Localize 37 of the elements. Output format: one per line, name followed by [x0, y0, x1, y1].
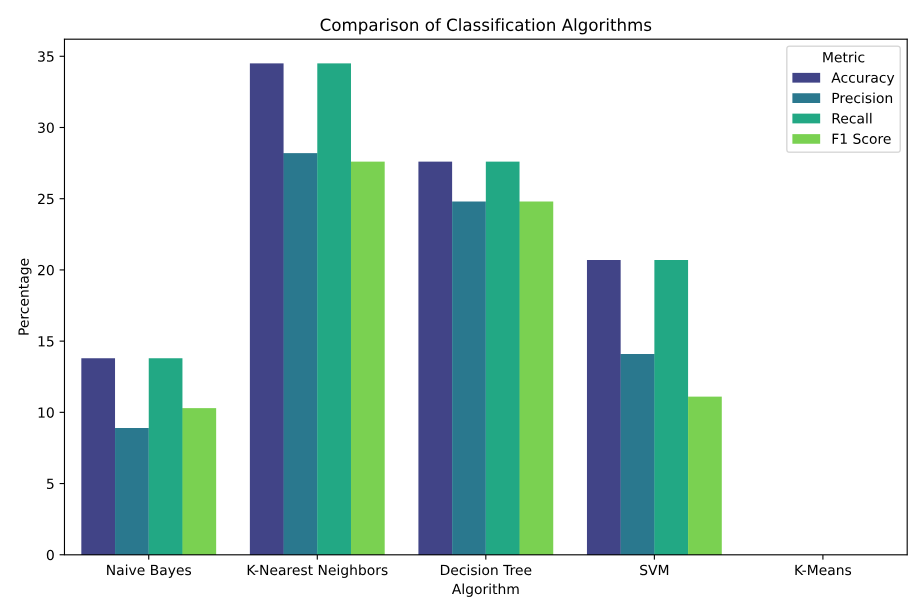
y-tick-label: 35 — [38, 51, 54, 62]
y-tick-label: 20 — [38, 264, 54, 276]
bar — [148, 358, 182, 555]
x-tick-label: Decision Tree — [440, 564, 532, 576]
bar — [284, 153, 318, 555]
bar — [486, 162, 520, 555]
x-tick-label: K-Means — [795, 564, 852, 576]
y-tick-label: 15 — [38, 336, 54, 347]
bar — [81, 358, 116, 555]
y-tick-label: 0 — [46, 550, 54, 560]
bar — [520, 202, 554, 555]
legend-label: F1 Score — [832, 133, 891, 144]
x-axis-title: Algorithm — [452, 583, 519, 597]
bar — [418, 162, 452, 555]
bar — [654, 260, 688, 555]
bar — [452, 202, 486, 555]
bar — [688, 396, 722, 555]
bar — [620, 354, 654, 555]
y-axis-title: Percentage — [18, 258, 32, 335]
y-tick-label: 25 — [38, 194, 54, 204]
y-tick-label: 30 — [38, 122, 54, 133]
bar — [115, 428, 149, 555]
y-tick-label: 10 — [38, 407, 54, 418]
bar — [182, 408, 216, 555]
bar — [350, 162, 385, 555]
y-tick-label: 5 — [46, 478, 54, 490]
x-tick-label: K-Nearest Neighbors — [248, 564, 388, 578]
legend-title: Metric — [823, 52, 864, 62]
legend-label: Recall — [832, 112, 872, 124]
bar — [586, 260, 621, 555]
chart-title: Comparison of Classification Algorithms — [320, 18, 652, 34]
x-tick-label: SVM — [640, 564, 668, 576]
legend-label: Precision — [832, 92, 892, 104]
legend-label: Accuracy — [831, 72, 894, 86]
bar — [317, 63, 351, 555]
bar — [250, 63, 284, 555]
x-tick-label: Naive Bayes — [107, 564, 192, 578]
